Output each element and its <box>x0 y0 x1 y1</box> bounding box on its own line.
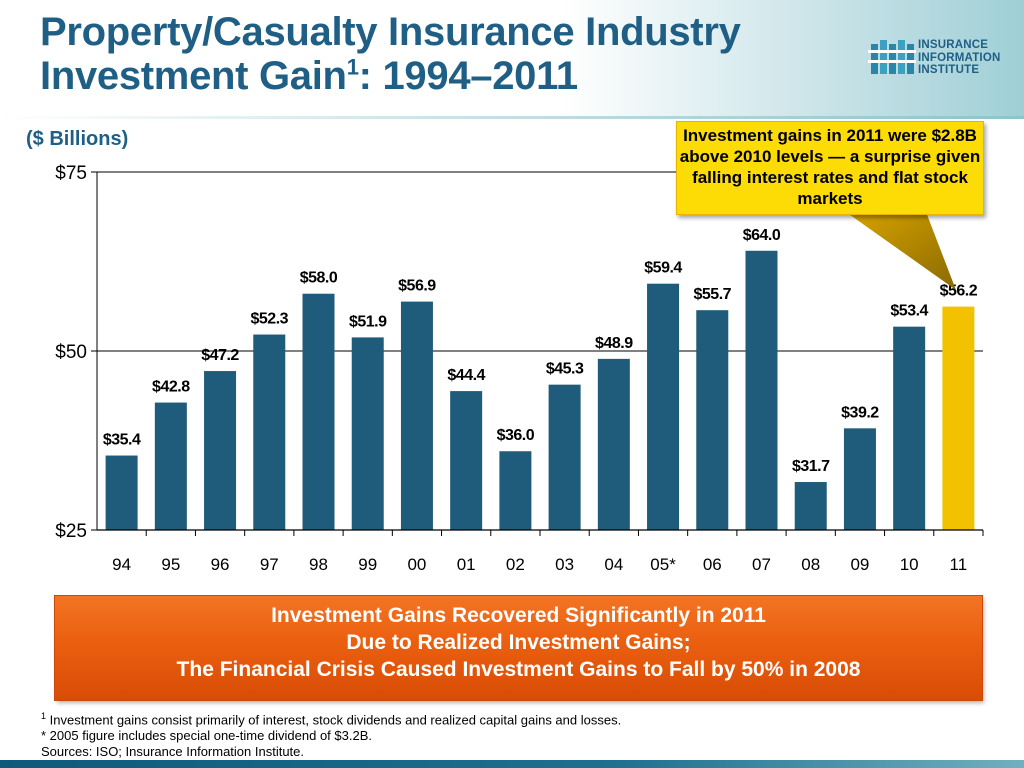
bar <box>647 283 680 530</box>
header-rule <box>0 116 1024 119</box>
bar <box>154 402 187 530</box>
x-tick-label: 97 <box>260 555 279 574</box>
bar <box>696 310 729 530</box>
x-tick-label: 98 <box>309 555 328 574</box>
data-label: $36.0 <box>497 427 535 444</box>
summary-banner: Investment Gains Recovered Significantly… <box>55 596 982 700</box>
bar-chart: $25 $50 $75 $35.4 94 $42.8 95 $47.2 96 $52.3 97 $58… <box>55 163 984 574</box>
bar <box>302 293 335 530</box>
bar <box>794 482 827 530</box>
bar <box>597 358 630 530</box>
banner-line3: The Financial Crisis Caused Investment G… <box>176 658 861 681</box>
banner-line1: Investment Gains Recovered Significantly… <box>271 604 766 627</box>
x-tick-label: 95 <box>161 555 180 574</box>
title-line1: Property/Casualty Insurance Industry <box>40 10 741 54</box>
data-label: $52.3 <box>251 311 289 328</box>
data-label: $39.2 <box>841 404 879 421</box>
bar <box>499 451 532 530</box>
x-tick-label: 04 <box>604 555 623 574</box>
x-tick-label: 99 <box>358 555 377 574</box>
y-tick-label: $50 <box>55 342 87 363</box>
x-tick-label: 01 <box>457 555 476 574</box>
units-label: ($ Billions) <box>26 128 129 150</box>
header-band <box>0 0 1024 118</box>
x-tick-label: 10 <box>900 555 919 574</box>
data-label: $56.2 <box>940 283 978 300</box>
bottom-bar <box>0 760 1024 768</box>
y-tick-label: $75 <box>55 163 87 184</box>
footnotes: 1 Investment gains consist primarily of … <box>41 708 621 760</box>
data-label: $44.4 <box>447 367 485 384</box>
bar <box>105 455 138 530</box>
callout-pointer <box>846 212 956 290</box>
data-label: $58.0 <box>300 270 338 287</box>
iii-pillars-icon <box>868 40 916 74</box>
bar <box>400 301 433 530</box>
logo: INSURANCE INFORMATION INSTITUTE <box>868 38 1024 78</box>
callout-box: Investment gains in 2011 were $2.8B abov… <box>676 121 984 215</box>
y-tick-label: $25 <box>55 521 87 542</box>
sources-note: Sources: ISO; Insurance Information Inst… <box>41 744 305 760</box>
bar <box>942 306 975 530</box>
data-label: $59.4 <box>644 260 682 277</box>
bar <box>745 250 778 530</box>
x-tick-label: 00 <box>407 555 426 574</box>
bar <box>548 384 581 530</box>
data-label: $47.2 <box>201 347 239 364</box>
data-label: $64.0 <box>743 227 781 244</box>
page-title: Property/Casualty Insurance Industry Inv… <box>40 10 741 98</box>
data-label: $51.9 <box>349 313 387 330</box>
data-label: $45.3 <box>546 361 584 378</box>
x-tick-label: 96 <box>211 555 230 574</box>
bar <box>893 326 926 530</box>
title-footnote-marker: 1 <box>346 54 359 80</box>
data-label: $53.4 <box>890 303 928 320</box>
data-label: $55.7 <box>694 286 732 303</box>
data-label: $35.4 <box>103 432 141 449</box>
banner-line2: Due to Realized Investment Gains; <box>346 631 691 654</box>
data-label: $42.8 <box>152 379 190 396</box>
x-tick-label: 05* <box>650 555 676 574</box>
x-tick-label: 09 <box>850 555 869 574</box>
data-label: $48.9 <box>595 335 633 352</box>
x-tick-label: 07 <box>752 555 771 574</box>
x-tick-label: 08 <box>801 555 820 574</box>
data-label: $56.9 <box>398 278 436 295</box>
bar <box>843 428 876 530</box>
data-label: $31.7 <box>792 458 830 475</box>
logo-text: INSURANCE INFORMATION INSTITUTE <box>918 39 1001 76</box>
bar <box>450 391 483 530</box>
bar <box>253 334 286 530</box>
x-tick-label: 11 <box>950 555 968 574</box>
x-tick-label: 94 <box>112 555 131 574</box>
bar <box>204 371 237 530</box>
x-tick-label: 02 <box>506 555 525 574</box>
title-line2: Investment Gain1: 1994–2011 <box>40 54 578 98</box>
bar <box>351 337 384 530</box>
x-tick-label: 06 <box>703 555 722 574</box>
footnote-1: 1 Investment gains consist primarily of … <box>41 711 622 728</box>
x-tick-label: 03 <box>555 555 574 574</box>
footnote-2: * 2005 figure includes special one-time … <box>41 728 372 744</box>
